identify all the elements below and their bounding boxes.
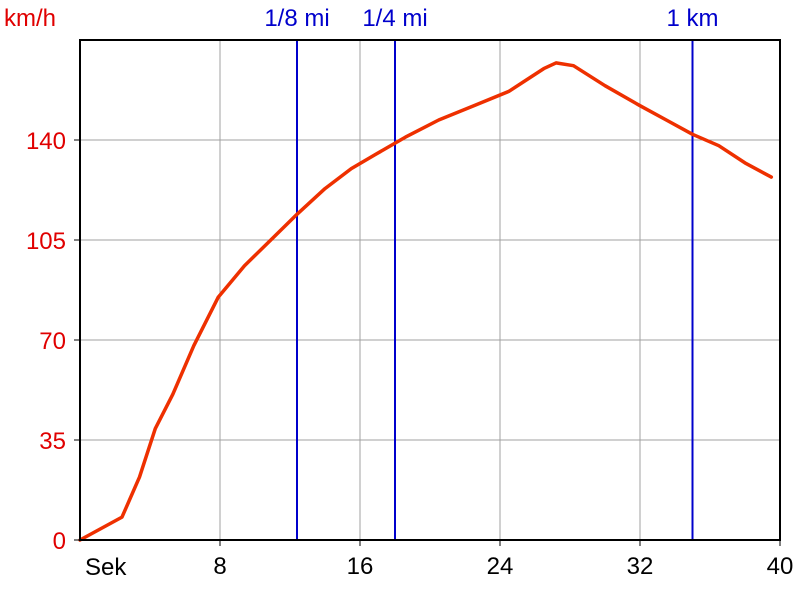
x-tick-label: 8 — [213, 553, 226, 580]
x-tick-label: 40 — [767, 553, 794, 580]
x-tick-label: 24 — [487, 553, 514, 580]
distance-marker-label: 1/8 mi — [264, 5, 329, 32]
y-axis-label: km/h — [4, 5, 56, 32]
x-tick-label: 16 — [347, 553, 374, 580]
y-tick-label: 0 — [53, 528, 66, 555]
speed-series-line — [78, 61, 774, 542]
plot-frame — [79, 39, 781, 541]
y-tick-label: 70 — [39, 328, 66, 355]
y-tick-label: 140 — [26, 128, 66, 155]
y-tick-label: 35 — [39, 428, 66, 455]
distance-markers: 1/8 mi 1/4 mi 1 km — [264, 5, 719, 540]
grid-layer — [80, 40, 781, 540]
x-axis-label: Sek — [85, 554, 127, 581]
y-tick-label: 105 — [26, 228, 66, 255]
distance-marker-label: 1/4 mi — [362, 5, 427, 32]
x-tick-label: 32 — [627, 553, 654, 580]
distance-marker-label: 1 km — [666, 5, 718, 32]
series-layer — [78, 61, 774, 542]
tick-labels: 8 16 24 32 40 0 35 70 105 140 — [26, 128, 793, 580]
